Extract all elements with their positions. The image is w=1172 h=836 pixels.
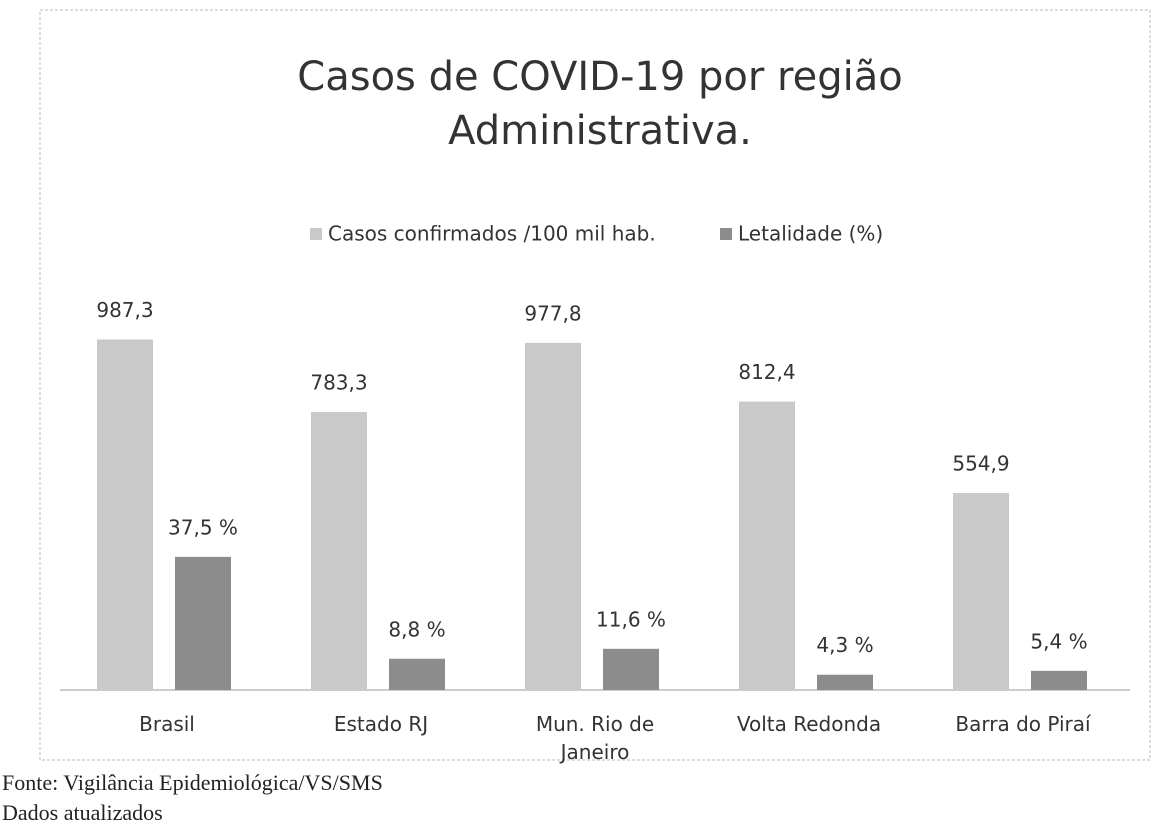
bar (1031, 670, 1087, 690)
x-tick-label: Volta Redonda (736, 712, 882, 736)
legend-swatch (310, 228, 322, 240)
chart-title: Casos de COVID-19 por região Administrat… (297, 54, 903, 154)
bar (97, 339, 153, 690)
bar (311, 411, 367, 690)
value-label: 987,3 (96, 298, 153, 322)
bar (953, 493, 1009, 690)
value-label: 4,3 % (816, 633, 873, 657)
bar (525, 342, 581, 690)
x-tick-label: Mun. Rio de Janeiro (535, 712, 655, 764)
bar (389, 658, 445, 690)
legend-swatch (720, 228, 732, 240)
value-label: 11,6 % (596, 607, 666, 631)
bar (739, 401, 795, 690)
legend-label: Letalidade (%) (738, 222, 883, 246)
x-tick-label: Estado RJ (333, 712, 429, 736)
value-label: 8,8 % (388, 617, 445, 641)
note: Dados atualizados (2, 800, 163, 825)
x-tick-label: Brasil (139, 712, 195, 736)
bar (175, 556, 231, 690)
bar (817, 674, 873, 690)
chart-frame (39, 9, 1151, 761)
value-label: 783,3 (310, 370, 367, 394)
value-label: 5,4 % (1030, 629, 1087, 653)
value-label: 977,8 (524, 301, 581, 325)
value-label: 554,9 (952, 452, 1009, 476)
value-label: 37,5 % (168, 515, 238, 539)
source: Fonte: Vigilância Epidemiológica/VS/SMS (2, 770, 383, 795)
bar (603, 648, 659, 690)
value-label: 812,4 (738, 360, 795, 384)
x-tick-label: Barra do Piraí (955, 712, 1091, 736)
legend-label: Casos confirmados /100 mil hab. (328, 222, 656, 246)
title-box: Casos de COVID-19 por região Administrat… (297, 54, 903, 154)
